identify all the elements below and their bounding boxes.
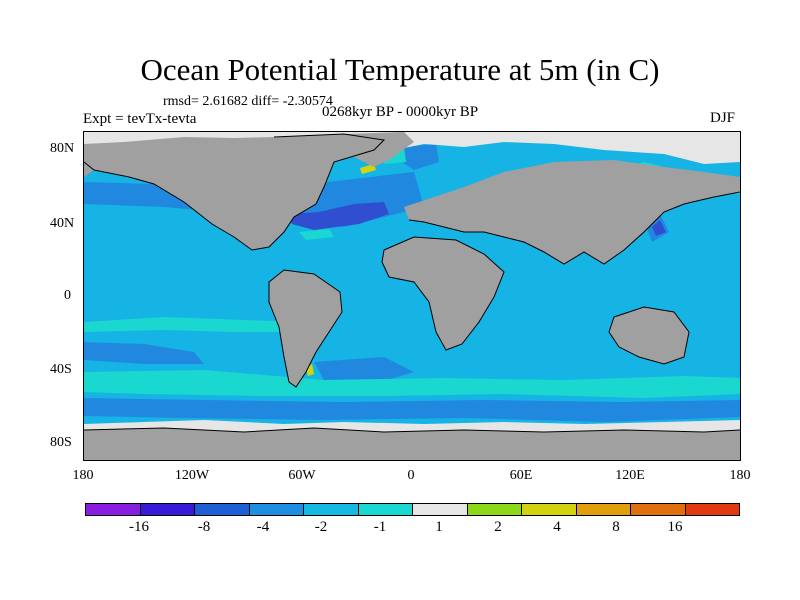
map-title: Ocean Potential Temperature at 5m (in C) (140, 52, 660, 87)
south-america-land (269, 270, 342, 387)
kuroshio-strong-patch (652, 220, 666, 236)
x-tick-label: 60E (509, 468, 533, 483)
colorbar-label: -16 (129, 519, 149, 535)
rmsd-diff-stats: rmsd= 2.61682 diff= -2.30574 (163, 94, 333, 109)
x-tick-label: 120E (615, 468, 645, 483)
x-tick-label: 0 (407, 468, 415, 483)
eurasia-coast (408, 191, 740, 265)
period-label: 0268kyr BP - 0000kyr BP (322, 104, 479, 120)
season-label: DJF (710, 110, 736, 126)
colorbar-cell (140, 504, 195, 515)
north-america-coast (84, 133, 386, 251)
greenland-land (346, 132, 414, 167)
colorbar-cell (86, 504, 141, 515)
colorbar-cell (522, 504, 577, 515)
world-map (84, 132, 740, 460)
x-tick-label: 60W (288, 468, 316, 483)
colorbar-label: 2 (494, 519, 502, 535)
antarctica-land (84, 428, 740, 460)
southern-ocean-cool-band (84, 398, 740, 422)
south-pacific-cyan-band (84, 317, 304, 332)
colorbar-cell (249, 504, 304, 515)
colorbar-label: -1 (373, 519, 387, 535)
colorbar (85, 503, 740, 516)
colorbar-label: -4 (256, 519, 270, 535)
colorbar-cell (304, 504, 359, 515)
australia-land (609, 307, 689, 364)
australia-coast (608, 306, 690, 365)
coastlines (84, 133, 740, 433)
southern-ocean-cyan-band (84, 370, 740, 398)
africa-coast (381, 236, 505, 351)
nordic-sea-cool-patch (402, 144, 439, 170)
y-tick-label: 40S (50, 362, 72, 377)
south-america-coast (268, 269, 343, 388)
warm-anomaly-north (360, 164, 376, 174)
experiment-label: Expt = tevTx-tevta (83, 111, 197, 127)
colorbar-label: 8 (612, 519, 620, 535)
eurasia-land (404, 160, 740, 264)
atlantic-cyan-patch (299, 229, 334, 240)
anomaly-patches (84, 144, 740, 422)
y-tick-label: 80N (50, 141, 75, 156)
y-tick-label: 40N (50, 216, 75, 231)
colorbar-cell (685, 504, 739, 515)
east-siberia-edge-land (84, 162, 94, 177)
land-masses (84, 132, 740, 460)
colorbar-label: 1 (435, 519, 443, 535)
antarctica-coast (84, 427, 740, 433)
colorbar-cell (631, 504, 686, 515)
colorbar-cell (413, 504, 468, 515)
y-tick-label: 80S (50, 435, 72, 450)
africa-land (382, 237, 504, 350)
south-pacific-cool-patch (84, 342, 204, 364)
x-tick-label: 120W (174, 468, 210, 483)
colorbar-label: -8 (197, 519, 211, 535)
colorbar-label: 16 (667, 519, 683, 535)
colorbar-cell (195, 504, 250, 515)
colorbar-cell (576, 504, 631, 515)
world-map-panel (83, 131, 741, 461)
south-atlantic-cool-patch (314, 357, 414, 384)
x-tick-label: 180 (72, 468, 94, 483)
colorbar-cell (467, 504, 522, 515)
x-tick-label: 180 (729, 468, 751, 483)
north-america-land (84, 134, 384, 250)
colorbar-cell (358, 504, 413, 515)
y-tick-label: 0 (64, 288, 71, 303)
colorbar-label: -2 (314, 519, 328, 535)
colorbar-label: 4 (553, 519, 561, 535)
gulf-stream-strong-cooling (289, 202, 389, 230)
